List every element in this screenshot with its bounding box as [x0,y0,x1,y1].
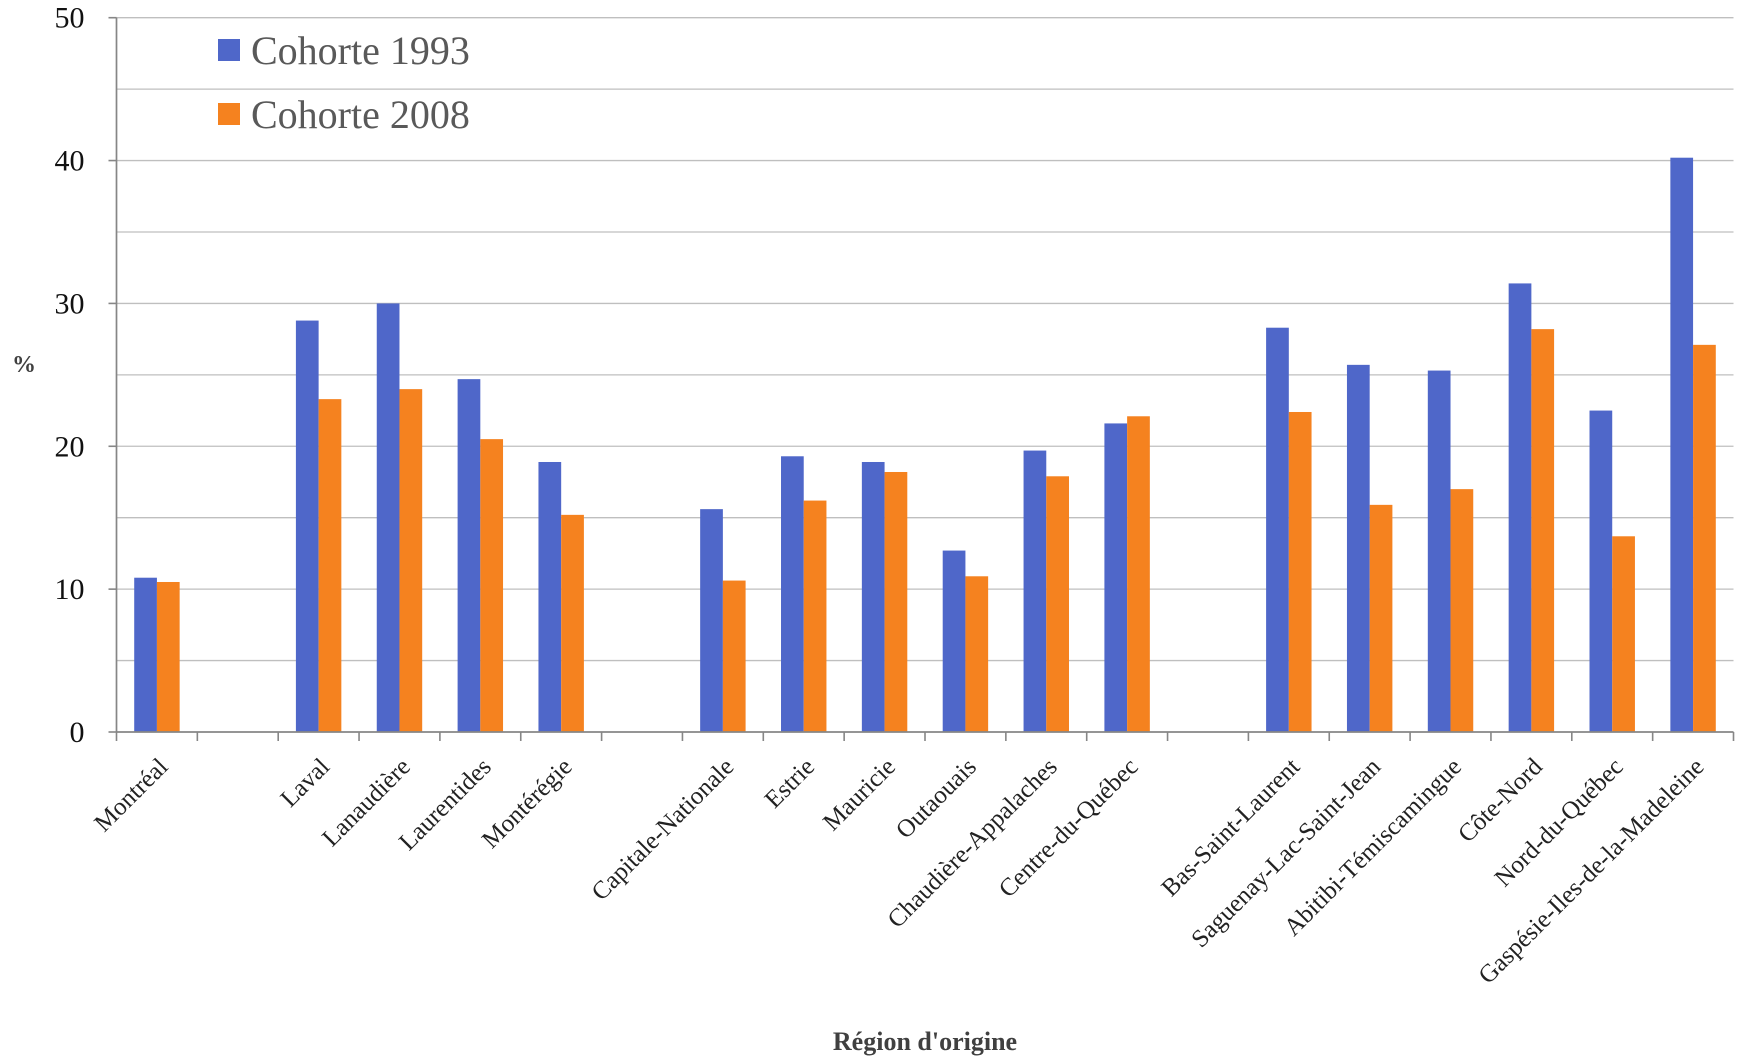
y-tick-label-40: 40 [55,145,85,178]
bar-cohorte-1993-saguenay-lac-saint-jean [1346,364,1370,732]
bar-cohorte-2008-centre-du-quebec [1127,416,1150,732]
bar-cohorte-2008-abitibi-temiscamingue [1450,489,1474,732]
bar-cohorte-2008-nord-du-quebec [1612,536,1635,732]
bars [134,157,1716,732]
x-tick-label-mauricie: Mauricie [818,753,901,836]
bar-cohorte-1993-laurentides [457,379,481,732]
bar-cohorte-1993-gaspesie-iles-de-la-madeleine [1670,157,1694,732]
bar-cohorte-2008-laurentides [480,439,504,732]
bar-cohorte-1993-estrie [781,456,804,732]
bar-cohorte-2008-bas-saint-laurent [1288,411,1312,732]
x-axis-title: Région d'origine [833,1027,1017,1056]
bar-cohorte-1993-cote-nord [1508,283,1532,732]
y-tick-label-20: 20 [55,430,85,463]
legend-label-cohorte-2008: Cohorte 2008 [251,92,470,137]
bar-cohorte-1993-capitale-nationale [700,509,723,732]
bar-cohorte-1993-montreal [134,577,157,732]
bar-cohorte-2008-chaudiere-appalaches [1046,476,1069,732]
bar-cohorte-2008-cote-nord [1531,329,1555,732]
y-tick-label-50: 50 [55,2,85,35]
y-tick-label-30: 30 [55,287,85,320]
y-axis-title: % [12,352,36,378]
x-tick-label-laval: Laval [276,753,335,812]
bar-cohorte-2008-outaouais [965,576,989,732]
bar-cohorte-2008-saguenay-lac-saint-jean [1369,504,1393,732]
legend-label-cohorte-1993: Cohorte 1993 [251,28,470,73]
bar-cohorte-2008-monteregie [561,514,584,732]
legend-swatch-cohorte-1993 [218,39,240,61]
x-tick-label-bas-saint-laurent: Bas-Saint-Laurent [1157,753,1306,902]
bar-cohorte-2008-lanaudiere [399,389,423,732]
legend: Cohorte 1993 Cohorte 2008 [218,28,470,137]
y-tick-label-0: 0 [70,716,85,749]
x-tick-label-estrie: Estrie [760,753,820,813]
bar-cohorte-2008-capitale-nationale [722,580,746,732]
bar-cohorte-1993-laval [295,320,319,732]
bar-cohorte-1993-outaouais [942,550,966,732]
bar-cohorte-1993-centre-du-quebec [1104,423,1128,732]
axes [108,16,1735,741]
legend-swatch-cohorte-2008 [218,103,240,125]
bar-cohorte-2008-montreal [156,581,180,732]
x-tick-label-centre-du-quebec: Centre-du-Québec [994,753,1144,903]
bar-cohorte-1993-monteregie [538,461,562,732]
bar-cohorte-1993-abitibi-temiscamingue [1427,370,1451,732]
bar-cohorte-1993-lanaudiere [376,303,400,732]
bar-cohorte-2008-gaspesie-iles-de-la-madeleine [1693,344,1716,732]
x-tick-label-capitale-nationale: Capitale-Nationale [587,753,740,906]
x-tick-label-montreal: Montréal [89,753,173,837]
bar-cohorte-2008-laval [318,399,342,732]
bar-cohorte-2008-mauricie [884,471,908,732]
bar-cohorte-1993-chaudiere-appalaches [1023,450,1047,732]
bar-cohorte-1993-nord-du-quebec [1589,410,1613,732]
y-tick-label-10: 10 [55,573,85,606]
bar-cohorte-1993-mauricie [861,461,885,732]
bar-cohorte-1993-bas-saint-laurent [1266,327,1289,732]
bar-cohorte-2008-estrie [803,500,827,732]
